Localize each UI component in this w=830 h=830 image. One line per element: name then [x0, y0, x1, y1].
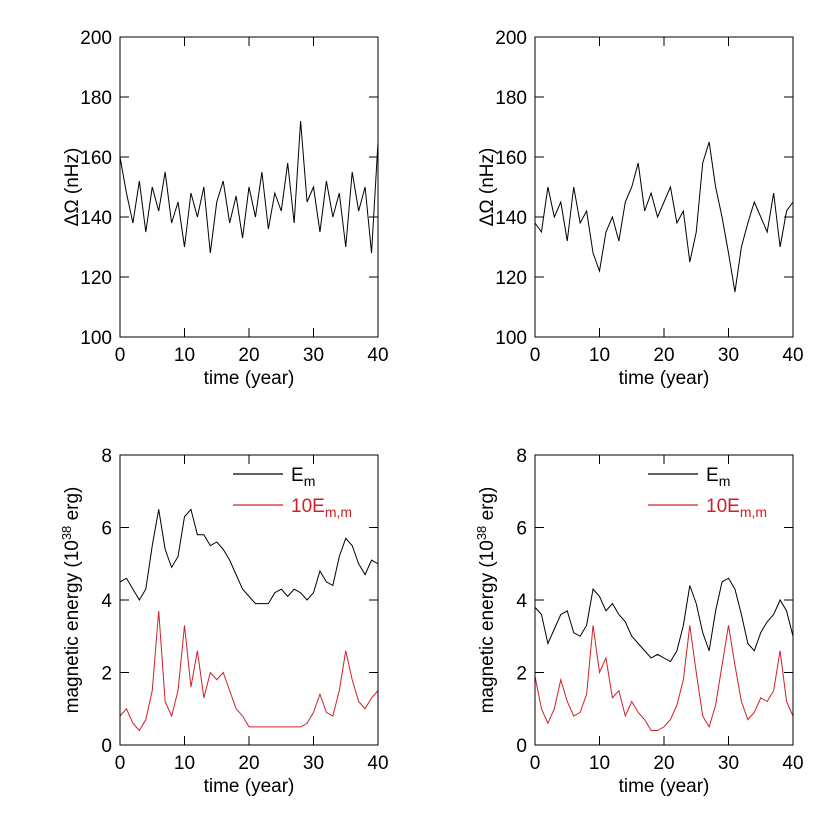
y-tick-label: 200 — [495, 28, 527, 49]
y-tick-label: 2 — [516, 664, 527, 685]
x-tick-label: 40 — [367, 345, 388, 366]
x-tick-label: 20 — [238, 753, 259, 774]
x-axis-label: time (year) — [204, 368, 295, 389]
x-tick-label: 0 — [115, 345, 126, 366]
x-tick-label: 20 — [653, 753, 674, 774]
x-tick-label: 0 — [530, 753, 541, 774]
y-axis-label-text: ΔΩ (nHz) — [477, 148, 498, 227]
y-tick-label: 0 — [516, 736, 527, 757]
y-axis-label: ΔΩ (nHz) — [477, 148, 498, 227]
legend-name: 10E — [291, 496, 325, 517]
data-line — [119, 120, 379, 254]
y-tick-label: 6 — [516, 519, 527, 540]
y-axis-label-sup: 38 — [59, 526, 74, 540]
y-axis-label-sup: 38 — [474, 526, 489, 540]
y-axis-label-tail: erg) — [477, 487, 498, 526]
plot-frame — [534, 454, 794, 746]
legend-subscript: m,m — [325, 504, 352, 520]
y-axis-label: ΔΩ (nHz) — [62, 148, 83, 227]
y-tick-label: 180 — [495, 88, 527, 109]
legend-name: E — [291, 465, 304, 486]
legend-name: E — [706, 465, 719, 486]
y-tick-label: 160 — [495, 148, 527, 169]
legend-label: Em — [706, 465, 730, 489]
y-tick-label: 6 — [101, 519, 112, 540]
y-axis-label-tail: erg) — [62, 487, 83, 526]
plot-frame — [119, 454, 379, 746]
x-tick-label: 40 — [782, 753, 803, 774]
x-tick-label: 30 — [303, 753, 324, 774]
y-tick-label: 100 — [80, 328, 112, 349]
panel: 0 10 20 30 40 0 2 4 6 8 time (year) magnetic energy… — [474, 446, 804, 797]
y-tick-label: 8 — [101, 446, 112, 467]
y-axis-label-text: magnetic energy (10 — [477, 540, 498, 713]
x-axis-label: time (year) — [619, 776, 710, 797]
y-axis-label: magnetic energy (1038 erg) — [474, 487, 498, 714]
x-tick-label: 0 — [530, 345, 541, 366]
x-tick-label: 0 — [115, 753, 126, 774]
y-tick-label: 100 — [495, 328, 527, 349]
y-tick-label: 0 — [101, 736, 112, 757]
y-tick-label: 120 — [80, 268, 112, 289]
y-tick-label: 120 — [495, 268, 527, 289]
x-tick-label: 20 — [653, 345, 674, 366]
x-tick-label: 10 — [174, 345, 195, 366]
x-axis-label: time (year) — [204, 776, 295, 797]
y-tick-label: 200 — [80, 28, 112, 49]
legend-label: Em — [291, 465, 315, 489]
panel: 0 10 20 30 40 100 120 140 160 180 200 time (year) ΔΩ… — [477, 28, 804, 389]
x-tick-label: 30 — [718, 753, 739, 774]
y-tick-label: 180 — [80, 88, 112, 109]
y-axis-label-text: magnetic energy (10 — [62, 540, 83, 713]
legend-subscript: m — [719, 473, 731, 489]
data-line — [534, 625, 794, 731]
x-tick-label: 20 — [238, 345, 259, 366]
x-axis-label: time (year) — [619, 368, 710, 389]
x-tick-label: 30 — [718, 345, 739, 366]
x-tick-label: 30 — [303, 345, 324, 366]
data-line — [534, 577, 794, 663]
panel: 0 10 20 30 40 100 120 140 160 180 200 time (year) ΔΩ… — [62, 28, 389, 389]
data-line — [119, 610, 379, 732]
y-axis-label: magnetic energy (1038 erg) — [59, 487, 83, 714]
y-tick-label: 4 — [101, 591, 112, 612]
x-tick-label: 40 — [782, 345, 803, 366]
legend-label: 10Em,m — [706, 496, 767, 520]
y-axis-label-text: ΔΩ (nHz) — [62, 148, 83, 227]
legend-label: 10Em,m — [291, 496, 352, 520]
y-tick-label: 160 — [80, 148, 112, 169]
x-tick-label: 40 — [367, 753, 388, 774]
x-tick-label: 10 — [589, 345, 610, 366]
legend-name: 10E — [706, 496, 740, 517]
x-tick-label: 10 — [174, 753, 195, 774]
y-tick-label: 140 — [80, 208, 112, 229]
y-tick-label: 8 — [516, 446, 527, 467]
y-tick-label: 4 — [516, 591, 527, 612]
panel: 0 10 20 30 40 0 2 4 6 8 time (year) magnetic energy… — [59, 446, 389, 797]
y-tick-label: 140 — [495, 208, 527, 229]
y-tick-label: 2 — [101, 664, 112, 685]
legend-subscript: m — [304, 473, 316, 489]
data-line — [119, 508, 379, 605]
legend-subscript: m,m — [740, 504, 767, 520]
x-tick-label: 10 — [589, 753, 610, 774]
data-line — [534, 141, 794, 293]
